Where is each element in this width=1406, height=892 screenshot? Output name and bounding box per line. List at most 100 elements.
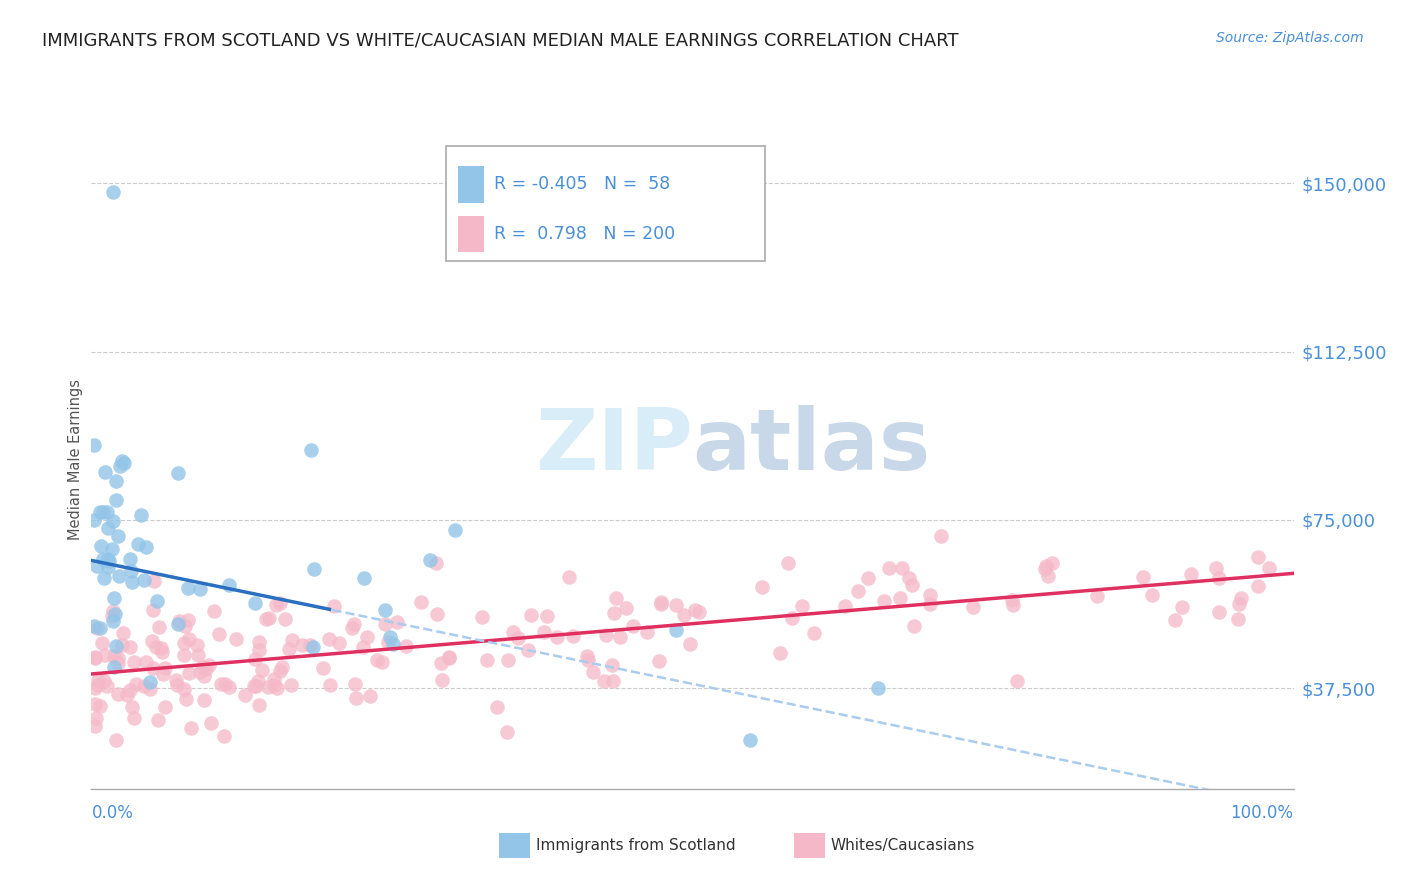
Point xyxy=(430,656,453,670)
Point xyxy=(866,681,889,696)
Point xyxy=(209,677,232,691)
Point xyxy=(177,613,200,627)
Point xyxy=(918,597,941,611)
Point xyxy=(142,574,165,588)
Point xyxy=(575,648,598,663)
Point xyxy=(1085,589,1108,603)
Point xyxy=(104,733,127,747)
Point xyxy=(122,656,145,670)
Point xyxy=(105,474,128,488)
Point xyxy=(517,643,540,657)
Point xyxy=(97,521,120,535)
Point xyxy=(1180,567,1202,582)
Point xyxy=(1036,569,1059,583)
Point xyxy=(903,619,925,633)
Point xyxy=(873,594,896,608)
Point xyxy=(328,636,350,650)
Point xyxy=(318,632,340,646)
Point xyxy=(97,554,120,568)
Point xyxy=(84,681,107,695)
Point xyxy=(167,466,190,480)
Point xyxy=(834,599,856,613)
Point xyxy=(125,677,148,691)
Point xyxy=(108,459,131,474)
Point xyxy=(177,582,200,596)
Point xyxy=(89,505,111,519)
Point xyxy=(266,681,288,695)
Point xyxy=(83,619,105,633)
Point xyxy=(378,630,401,644)
Point xyxy=(898,571,921,585)
Point xyxy=(86,558,108,573)
Point xyxy=(437,649,460,664)
Point xyxy=(536,608,558,623)
Point xyxy=(218,578,240,592)
Point xyxy=(103,591,125,605)
Point xyxy=(679,637,702,651)
Point xyxy=(803,626,825,640)
Point xyxy=(856,571,879,585)
Point xyxy=(1035,559,1057,574)
Point xyxy=(167,616,190,631)
Point xyxy=(208,627,231,641)
Text: Immigrants from Scotland: Immigrants from Scotland xyxy=(536,838,735,853)
Point xyxy=(247,674,270,689)
Point xyxy=(101,615,124,629)
Point xyxy=(929,529,952,543)
Point xyxy=(173,636,195,650)
Point xyxy=(152,666,174,681)
Point xyxy=(600,657,623,672)
Point xyxy=(202,604,225,618)
Point xyxy=(243,679,266,693)
Point xyxy=(97,559,120,574)
Point xyxy=(195,662,218,676)
Point xyxy=(200,716,222,731)
Text: IMMIGRANTS FROM SCOTLAND VS WHITE/CAUCASIAN MEDIAN MALE EARNINGS CORRELATION CHA: IMMIGRANTS FROM SCOTLAND VS WHITE/CAUCAS… xyxy=(42,31,959,49)
Point xyxy=(188,665,211,679)
Point xyxy=(371,656,394,670)
Point xyxy=(1208,571,1230,585)
Point xyxy=(962,600,984,615)
Point xyxy=(409,594,432,608)
Point xyxy=(89,621,111,635)
Point xyxy=(665,623,688,637)
Point xyxy=(1040,556,1063,570)
Point xyxy=(193,669,215,683)
Point xyxy=(135,540,157,554)
Point xyxy=(247,698,270,712)
Point xyxy=(198,658,221,673)
Point xyxy=(302,562,325,576)
Point xyxy=(188,582,211,597)
Point xyxy=(769,646,792,660)
Point xyxy=(91,504,114,518)
Point xyxy=(110,638,132,652)
Point xyxy=(104,492,127,507)
Point xyxy=(280,678,302,692)
Point xyxy=(101,541,124,556)
Point xyxy=(1001,593,1024,607)
Point xyxy=(561,629,583,643)
Point xyxy=(134,679,156,693)
Point xyxy=(263,672,285,686)
Point xyxy=(900,578,922,592)
Point xyxy=(135,656,157,670)
Point xyxy=(740,733,762,747)
Text: 100.0%: 100.0% xyxy=(1230,804,1294,822)
Point xyxy=(437,651,460,665)
Point xyxy=(218,681,240,695)
Point xyxy=(374,617,396,632)
Point xyxy=(582,665,605,679)
Point xyxy=(344,690,367,705)
Text: Whites/Caucasians: Whites/Caucasians xyxy=(831,838,976,853)
Point xyxy=(1208,605,1230,619)
Point xyxy=(86,621,108,635)
Point xyxy=(94,648,117,663)
Point xyxy=(352,640,374,654)
Point xyxy=(1005,673,1028,688)
Point xyxy=(148,713,170,727)
Point xyxy=(89,699,111,714)
Point xyxy=(546,630,568,644)
Point xyxy=(269,596,291,610)
Point xyxy=(281,633,304,648)
Point xyxy=(104,607,127,621)
